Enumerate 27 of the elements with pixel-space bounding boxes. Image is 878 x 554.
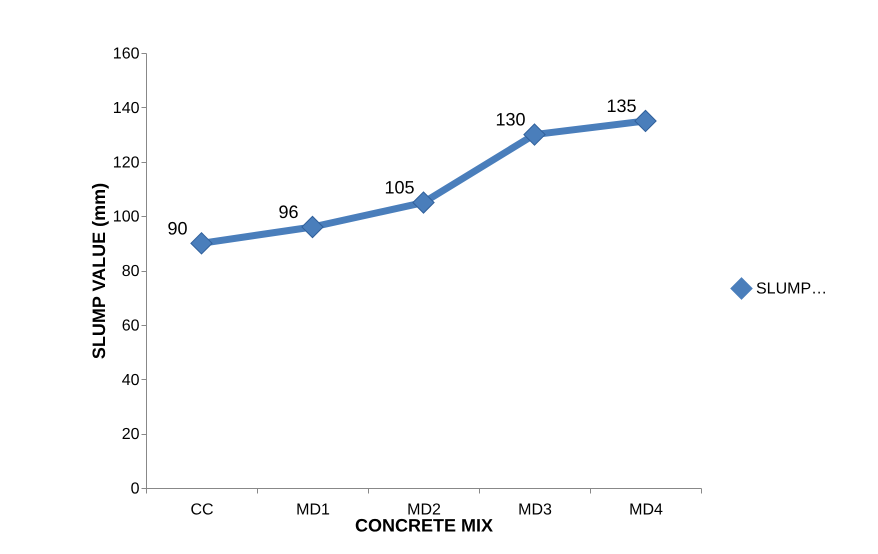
data-label: 90	[167, 218, 188, 238]
x-tick-label: MD3	[518, 502, 552, 518]
data-label: 135	[606, 96, 637, 116]
y-tick-label: 60	[122, 317, 140, 334]
y-tick-label: 140	[112, 100, 140, 117]
y-tick-label: 100	[112, 208, 140, 226]
data-label: 130	[495, 110, 526, 130]
point	[301, 216, 324, 238]
y-tick-label: 20	[122, 426, 140, 444]
x-axis-title: CONCRETE MIX	[354, 516, 494, 536]
data-label: 105	[384, 178, 415, 198]
x-tick-label: MD2	[407, 502, 441, 518]
x-tick-label: MD4	[629, 502, 663, 518]
point	[523, 123, 546, 146]
y-tick-label: 160	[112, 46, 140, 62]
point	[412, 191, 435, 214]
legend-label: SLUMP…	[756, 280, 828, 298]
y-axis-title: SLUMP VALUE (mm)	[88, 182, 109, 360]
y-tick-label: 80	[122, 263, 140, 280]
y-tick-label: 120	[112, 154, 140, 172]
y-tick-label: 40	[122, 372, 140, 389]
data-label: 96	[278, 202, 299, 222]
y-tick-label: 0	[130, 480, 140, 498]
point	[634, 110, 657, 132]
x-tick-label: CC	[190, 502, 214, 518]
point	[190, 232, 213, 254]
x-tick-label: MD1	[296, 502, 330, 518]
